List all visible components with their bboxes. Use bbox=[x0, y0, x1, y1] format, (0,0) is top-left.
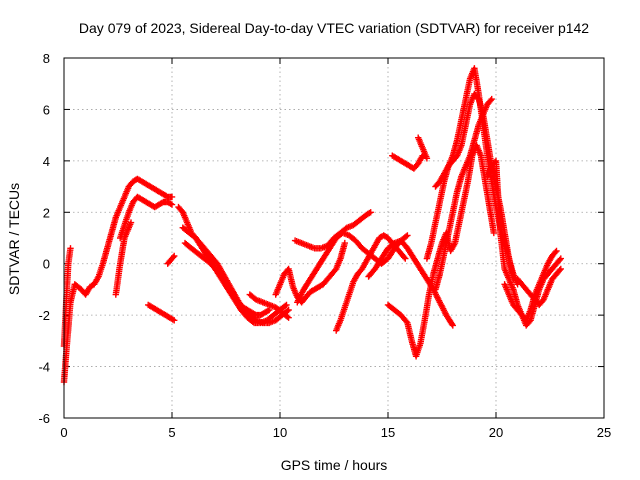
data-point-markers bbox=[432, 95, 495, 293]
series-track-10 bbox=[246, 291, 292, 321]
x-tick-label: 0 bbox=[60, 425, 67, 440]
y-tick-label: -2 bbox=[38, 308, 50, 323]
data-point-markers bbox=[164, 252, 178, 267]
series-track-17 bbox=[389, 152, 426, 172]
data-point-markers bbox=[179, 224, 290, 327]
y-tick-label: 8 bbox=[43, 51, 50, 66]
y-tick-label: 6 bbox=[43, 102, 50, 117]
data-point-markers bbox=[181, 239, 292, 327]
y-tick-label: 4 bbox=[43, 154, 50, 169]
x-tick-label: 20 bbox=[489, 425, 503, 440]
data-point-markers bbox=[501, 255, 564, 329]
plot-frame bbox=[63, 57, 605, 419]
series-track-3 bbox=[117, 193, 176, 242]
series-track-24 bbox=[514, 265, 564, 309]
y-tick-label: 2 bbox=[43, 205, 50, 220]
series-track-9 bbox=[181, 239, 292, 327]
series-track-16 bbox=[384, 142, 497, 360]
data-point-markers bbox=[145, 301, 178, 324]
series-track-8 bbox=[179, 224, 290, 327]
data-point-markers bbox=[272, 239, 348, 306]
y-tick-labels: -6 -4 -2 0 2 4 6 8 bbox=[38, 51, 50, 426]
y-tick-label: -4 bbox=[38, 360, 50, 375]
series-track-4 bbox=[112, 219, 135, 298]
data-point-markers bbox=[117, 193, 176, 242]
series-track-18 bbox=[415, 134, 431, 162]
data-point-markers bbox=[291, 209, 374, 252]
data-point-markers bbox=[389, 152, 426, 172]
series-track-11 bbox=[272, 239, 348, 306]
y-tick-label: -6 bbox=[38, 411, 50, 426]
series-track-5 bbox=[145, 301, 178, 324]
data-marks bbox=[60, 65, 564, 386]
x-tick-label: 10 bbox=[273, 425, 287, 440]
series-track-22 bbox=[484, 157, 560, 324]
data-point-markers bbox=[514, 265, 564, 309]
data-point-markers bbox=[333, 232, 409, 334]
series-track-13 bbox=[291, 209, 374, 252]
x-tick-label: 25 bbox=[597, 425, 611, 440]
data-point-markers bbox=[246, 291, 292, 321]
series-track-6 bbox=[164, 252, 178, 267]
data-point-markers bbox=[484, 157, 560, 324]
series-track-23 bbox=[501, 255, 564, 329]
x-tick-label: 15 bbox=[381, 425, 395, 440]
x-axis-label: GPS time / hours bbox=[281, 457, 388, 473]
x-tick-labels: 0 5 10 15 20 25 bbox=[60, 425, 611, 440]
grid-lines bbox=[64, 58, 604, 418]
y-axis-label: SDTVAR / TECUs bbox=[6, 183, 22, 295]
y-tick-label: 0 bbox=[43, 257, 50, 272]
chart-title: Day 079 of 2023, Sidereal Day-to-day VTE… bbox=[79, 20, 589, 36]
data-point-markers bbox=[112, 219, 135, 298]
series-track-14 bbox=[333, 232, 409, 334]
x-tick-label: 5 bbox=[168, 425, 175, 440]
series-track-21 bbox=[432, 95, 495, 293]
data-point-markers bbox=[384, 142, 497, 360]
data-point-markers bbox=[415, 134, 431, 162]
